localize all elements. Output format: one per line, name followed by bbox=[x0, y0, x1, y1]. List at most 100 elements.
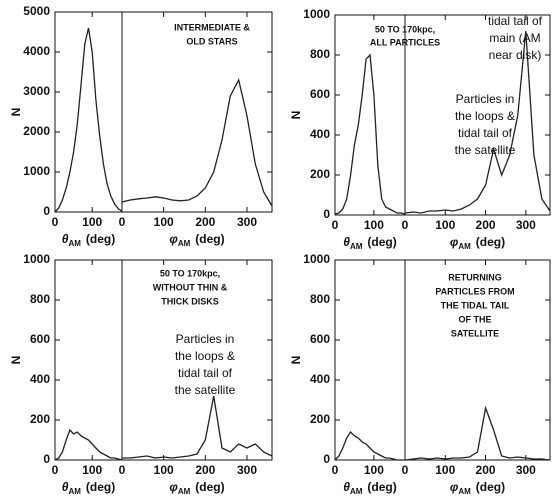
y-tick-label: 800 bbox=[30, 292, 50, 306]
x-label-unit: (deg) bbox=[86, 480, 115, 494]
x-tick-label: 100 bbox=[82, 215, 102, 229]
x-tick-label: 200 bbox=[195, 215, 215, 229]
y-tick-label: 0 bbox=[43, 452, 50, 466]
annotation: main (AM bbox=[489, 31, 540, 45]
annotation: 50 TO 170kpc, bbox=[375, 24, 435, 34]
annotation: tidal tail of bbox=[488, 14, 543, 28]
annotation: OLD STARS bbox=[186, 36, 237, 46]
x-tick-label: 200 bbox=[195, 463, 215, 477]
y-tick-label: 0 bbox=[43, 204, 50, 218]
x-axis-label: θAM (deg) bbox=[62, 232, 115, 248]
x-label-unit: (deg) bbox=[476, 480, 505, 494]
y-tick-label: 200 bbox=[310, 167, 330, 181]
plot-frame bbox=[334, 14, 551, 216]
x-label-sub: AM bbox=[350, 242, 363, 251]
y-tick-label: 800 bbox=[310, 47, 330, 61]
x-label-symbol: φ bbox=[169, 232, 178, 246]
x-axis-label: φAM (deg) bbox=[169, 232, 224, 248]
x-tick-label: 100 bbox=[82, 463, 102, 477]
y-tick-label: 600 bbox=[310, 87, 330, 101]
y-axis-label: N bbox=[9, 108, 23, 117]
annotation: INTERMEDIATE & bbox=[174, 22, 250, 32]
x-tick-label: 0 bbox=[332, 463, 339, 477]
annotation: RETURNING bbox=[448, 272, 502, 282]
annotation: PARTICLES FROM bbox=[435, 286, 514, 296]
y-tick-label: 0 bbox=[323, 452, 330, 466]
x-axis-label: θAM (deg) bbox=[343, 480, 396, 496]
y-tick-label: 1000 bbox=[23, 164, 50, 178]
x-label-symbol: θ bbox=[62, 480, 69, 494]
x-label-sub: AM bbox=[350, 487, 363, 496]
x-label-symbol: θ bbox=[343, 480, 350, 494]
x-tick-label: 300 bbox=[237, 215, 257, 229]
x-axis-label: φAM (deg) bbox=[450, 235, 505, 251]
x-label-unit: (deg) bbox=[367, 480, 396, 494]
x-label-symbol: φ bbox=[450, 235, 459, 249]
y-tick-label: 400 bbox=[30, 372, 50, 386]
x-tick-label: 100 bbox=[364, 218, 384, 232]
x-tick-label: 0 bbox=[119, 463, 126, 477]
histogram-line bbox=[334, 430, 405, 461]
x-label-sub: AM bbox=[68, 239, 81, 248]
annotation: the satellite bbox=[175, 383, 236, 397]
y-tick-label: 2000 bbox=[23, 124, 50, 138]
histogram-line bbox=[121, 78, 273, 207]
y-axis-label: N bbox=[9, 356, 23, 365]
y-axis-label: N bbox=[289, 111, 303, 120]
y-tick-label: 0 bbox=[323, 207, 330, 221]
x-label-symbol: θ bbox=[343, 235, 350, 249]
x-tick-label: 300 bbox=[516, 463, 536, 477]
annotation: THICK DISKS bbox=[161, 296, 219, 306]
x-tick-label: 200 bbox=[476, 463, 496, 477]
x-tick-label: 200 bbox=[476, 218, 496, 232]
x-tick-label: 0 bbox=[52, 215, 59, 229]
histogram-line bbox=[404, 405, 551, 461]
x-tick-label: 100 bbox=[364, 463, 384, 477]
annotation: Particles in bbox=[456, 92, 515, 106]
x-axis-label: φAM (deg) bbox=[169, 480, 224, 496]
annotation: ALL PARTICLES bbox=[370, 37, 440, 47]
annotation: the loops & bbox=[455, 109, 515, 123]
x-tick-label: 100 bbox=[435, 218, 455, 232]
annotation: THE TIDAL TAIL bbox=[441, 300, 510, 310]
y-tick-label: 400 bbox=[310, 372, 330, 386]
y-tick-label: 1000 bbox=[23, 252, 50, 266]
x-tick-label: 100 bbox=[435, 463, 455, 477]
annotation: WITHOUT THIN & bbox=[153, 282, 228, 292]
annotation: tidal tail of bbox=[458, 126, 513, 140]
histogram-line bbox=[54, 428, 123, 461]
histogram-line bbox=[122, 395, 273, 459]
x-label-unit: (deg) bbox=[195, 480, 224, 494]
y-tick-label: 1000 bbox=[303, 252, 330, 266]
x-label-symbol: φ bbox=[450, 480, 459, 494]
x-label-sub: AM bbox=[458, 487, 471, 496]
x-label-sub: AM bbox=[178, 487, 191, 496]
histogram-line bbox=[334, 53, 406, 215]
y-axis-label: N bbox=[289, 356, 303, 365]
x-label-symbol: φ bbox=[169, 480, 178, 494]
y-tick-label: 4000 bbox=[23, 44, 50, 58]
annotation: the satellite bbox=[455, 143, 516, 157]
histogram-line bbox=[404, 30, 551, 214]
annotation: the loops & bbox=[175, 349, 235, 363]
x-axis-label: θAM (deg) bbox=[343, 235, 396, 251]
annotation: tidal tail of bbox=[178, 366, 233, 380]
x-tick-label: 100 bbox=[154, 215, 174, 229]
x-axis-label: θAM (deg) bbox=[62, 480, 115, 496]
annotation: near disk) bbox=[489, 48, 542, 62]
y-tick-label: 800 bbox=[310, 292, 330, 306]
plot-frame bbox=[334, 259, 551, 461]
annotation: OF THE bbox=[459, 314, 492, 324]
histogram-line bbox=[54, 27, 123, 213]
x-label-unit: (deg) bbox=[86, 232, 115, 246]
y-tick-label: 5000 bbox=[23, 4, 50, 18]
x-tick-label: 0 bbox=[402, 218, 409, 232]
x-label-sub: AM bbox=[68, 487, 81, 496]
y-tick-label: 200 bbox=[30, 412, 50, 426]
x-label-sub: AM bbox=[458, 242, 471, 251]
x-tick-label: 100 bbox=[154, 463, 174, 477]
y-tick-label: 1000 bbox=[303, 7, 330, 21]
annotation: Particles in bbox=[176, 332, 235, 346]
x-label-sub: AM bbox=[178, 239, 191, 248]
